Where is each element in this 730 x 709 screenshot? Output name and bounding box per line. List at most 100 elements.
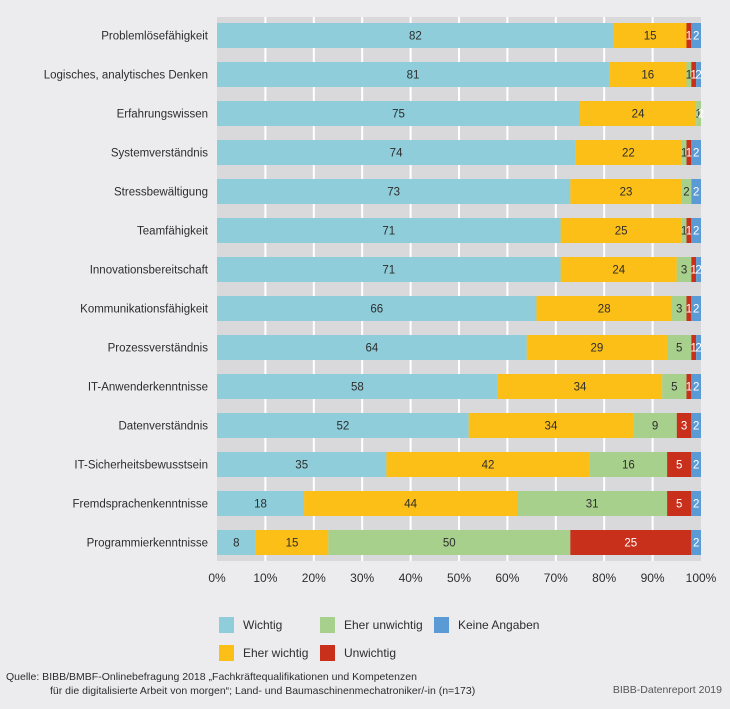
data-label: 44 bbox=[404, 499, 417, 511]
bar-segment bbox=[691, 23, 701, 48]
bar-segment bbox=[304, 491, 518, 516]
bar-segment bbox=[686, 23, 692, 48]
bar-segment bbox=[613, 23, 687, 48]
bar-segment bbox=[691, 491, 701, 516]
data-label: 1 bbox=[686, 148, 692, 160]
category-label: Programmierkenntnisse bbox=[87, 538, 208, 550]
data-label: 2 bbox=[693, 538, 699, 550]
data-label: 71 bbox=[382, 265, 395, 277]
data-label: 2 bbox=[698, 109, 704, 121]
bar-segment bbox=[217, 62, 610, 87]
data-label: 1 bbox=[686, 70, 692, 82]
bar-segment bbox=[217, 530, 256, 555]
data-label: 2 bbox=[693, 460, 699, 472]
bar-segment bbox=[671, 296, 687, 321]
bar-segment bbox=[217, 413, 469, 438]
data-label: 22 bbox=[622, 148, 635, 160]
x-tick-label: 20% bbox=[302, 571, 326, 585]
x-tick-label: 80% bbox=[592, 571, 616, 585]
source-note: Quelle: BIBB/BMBF-Onlinebefragung 2018 „… bbox=[6, 670, 475, 698]
data-label: 2 bbox=[693, 421, 699, 433]
data-label: 1 bbox=[691, 70, 697, 82]
bar-segment bbox=[217, 218, 561, 243]
bar-segment bbox=[667, 491, 692, 516]
legend-label: Unwichtig bbox=[344, 646, 397, 660]
data-label: 5 bbox=[676, 460, 682, 472]
data-label: 1 bbox=[691, 343, 697, 355]
data-label: 3 bbox=[681, 265, 687, 277]
category-label: Erfahrungswissen bbox=[117, 109, 208, 121]
data-label: 5 bbox=[676, 499, 682, 511]
x-tick-label: 50% bbox=[447, 571, 471, 585]
data-label: 8 bbox=[233, 538, 239, 550]
data-label: 25 bbox=[624, 538, 637, 550]
category-labels: Problemlösefähigkeit Logisches, analytisc… bbox=[44, 31, 209, 550]
data-label: 2 bbox=[693, 148, 699, 160]
data-label: 2 bbox=[693, 31, 699, 43]
bar-segment bbox=[386, 452, 590, 477]
bar-segment bbox=[217, 179, 571, 204]
data-label: 15 bbox=[286, 538, 299, 550]
bar-segment bbox=[696, 62, 701, 87]
data-label: 31 bbox=[586, 499, 599, 511]
bar-segment bbox=[580, 101, 697, 126]
data-label: 15 bbox=[644, 31, 657, 43]
legend-label: Keine Angaben bbox=[458, 618, 540, 632]
x-tick-label: 60% bbox=[495, 571, 519, 585]
bar-segment bbox=[609, 62, 687, 87]
bar-segment bbox=[691, 452, 701, 477]
category-label: Kommunikationsfähigkeit bbox=[80, 304, 209, 316]
bar-segment bbox=[217, 101, 580, 126]
bar-segment bbox=[536, 296, 672, 321]
bar-segment bbox=[217, 257, 561, 282]
bar-segment bbox=[468, 413, 634, 438]
legend-swatch bbox=[320, 645, 335, 661]
data-label: 2 bbox=[693, 187, 699, 199]
data-label: 1 bbox=[695, 109, 701, 121]
bar-segment bbox=[691, 62, 697, 87]
data-label: 2 bbox=[695, 343, 701, 355]
data-label: 28 bbox=[598, 304, 611, 316]
data-label: 2 bbox=[695, 265, 701, 277]
bar-segment bbox=[560, 257, 677, 282]
data-label: 1 bbox=[698, 109, 704, 121]
data-label: 66 bbox=[370, 304, 383, 316]
bar-segment bbox=[589, 452, 668, 477]
source-line-2: für die digitalisierte Arbeit von morgen… bbox=[50, 685, 476, 697]
bar-segment bbox=[686, 296, 692, 321]
category-label: Systemverständnis bbox=[111, 148, 208, 160]
bar-segment bbox=[691, 179, 701, 204]
data-label: 24 bbox=[612, 265, 625, 277]
legend-item-eher-unwichtig: Eher unwichtig bbox=[320, 617, 423, 633]
x-tick-label: 70% bbox=[544, 571, 568, 585]
bar-segment bbox=[570, 530, 692, 555]
bar-segment bbox=[676, 413, 692, 438]
bar-segment bbox=[696, 257, 701, 282]
legend-item-unwichtig: Unwichtig bbox=[320, 645, 396, 661]
bar-segment bbox=[686, 140, 692, 165]
category-label: Problemlösefähigkeit bbox=[101, 31, 209, 43]
bar-segment bbox=[517, 491, 668, 516]
data-label: 25 bbox=[615, 226, 628, 238]
category-label: IT-Sicherheitsbewusstsein bbox=[74, 460, 208, 472]
bar-segment bbox=[662, 374, 687, 399]
bar-segment bbox=[217, 374, 498, 399]
category-label: IT-Anwenderkenntnisse bbox=[88, 382, 208, 394]
bar-segment bbox=[686, 62, 692, 87]
legend-swatch bbox=[219, 617, 234, 633]
legend-label: Eher wichtig bbox=[243, 646, 309, 660]
data-label: 16 bbox=[641, 70, 654, 82]
bar-segment bbox=[217, 335, 527, 360]
report-credit: BIBB-Datenreport 2019 bbox=[612, 684, 722, 696]
bar-segment bbox=[255, 530, 329, 555]
data-label: 71 bbox=[382, 226, 395, 238]
bar-segment bbox=[217, 452, 387, 477]
bar-segment bbox=[691, 530, 701, 555]
category-label: Prozessverständnis bbox=[108, 343, 209, 355]
data-label: 18 bbox=[254, 499, 267, 511]
bar-segment bbox=[217, 296, 537, 321]
bar-segment bbox=[686, 374, 692, 399]
data-label: 23 bbox=[620, 187, 633, 199]
